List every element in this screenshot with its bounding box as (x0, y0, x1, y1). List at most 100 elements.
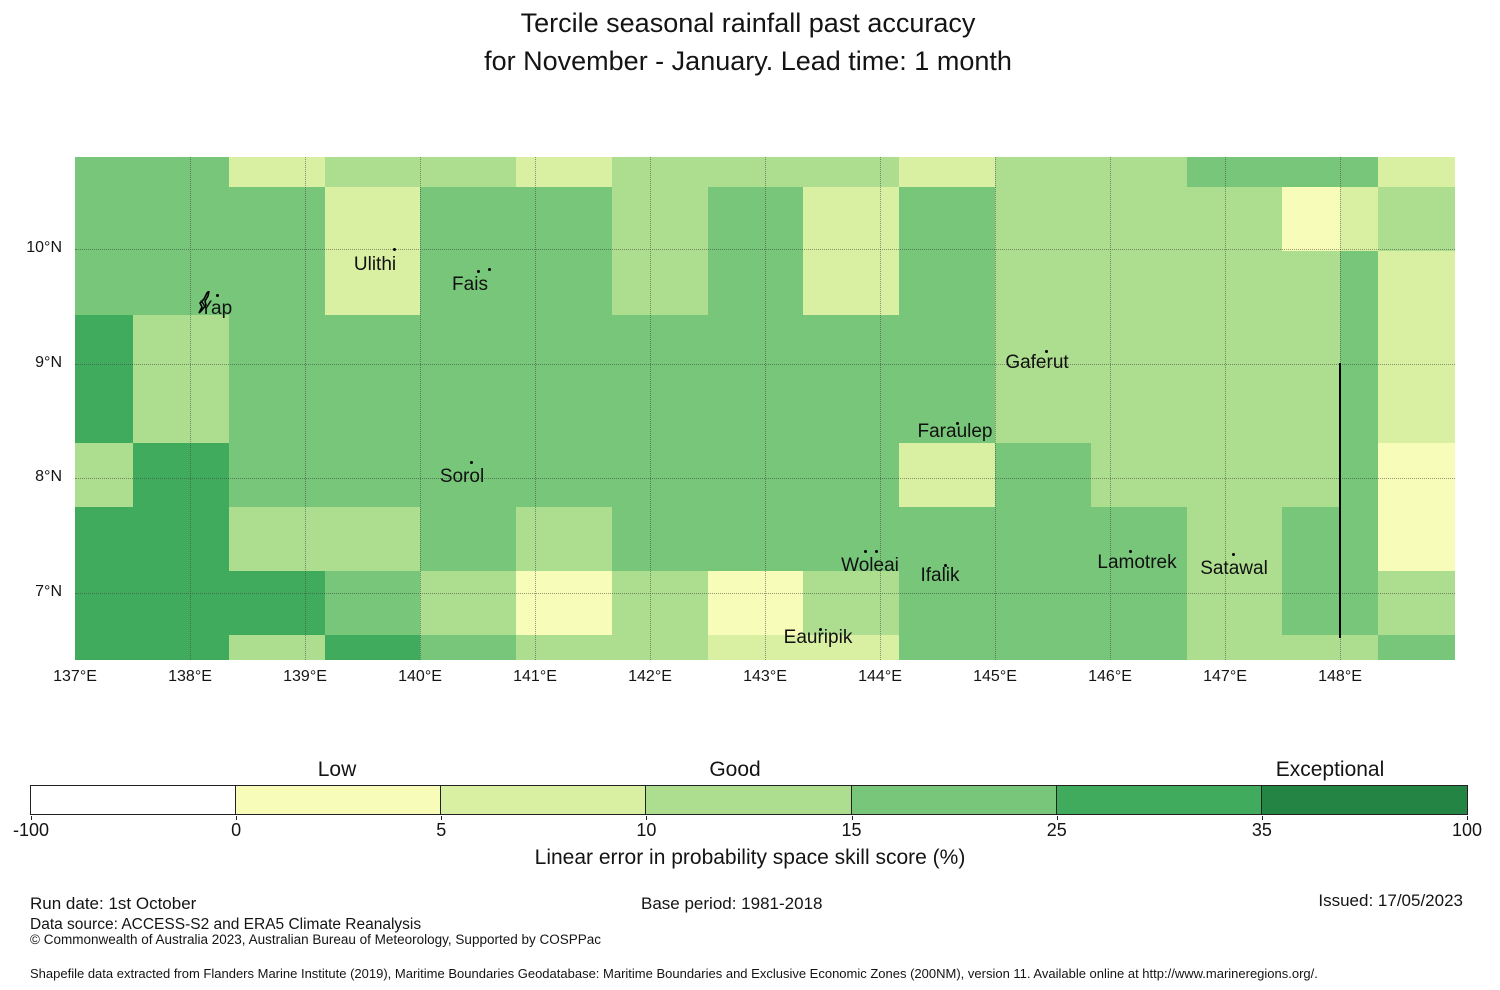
grid-cell (1282, 571, 1340, 635)
gaferut-marker-dot (1045, 350, 1048, 353)
grid-cell (708, 157, 803, 187)
grid-cell (612, 315, 708, 379)
grid-cell (803, 157, 899, 187)
grid-cell (803, 571, 899, 635)
grid-cell (1091, 443, 1187, 507)
yap-label: Yap (199, 298, 233, 319)
grid-cell (325, 571, 420, 635)
faraulep-label: Faraulep (917, 421, 993, 442)
grid-cell (420, 315, 516, 379)
issued-date-text: Issued: 17/05/2023 (1318, 891, 1463, 910)
gaferut-label: Gaferut (1005, 352, 1069, 373)
colorbar-tick-label: 10 (636, 820, 657, 840)
ifalik-label: Ifalik (920, 565, 960, 586)
fais-marker-dot (488, 268, 491, 271)
lat-tick-label: 10°N (26, 239, 62, 256)
grid-cell (516, 315, 612, 379)
lon-tick-label: 139°E (283, 668, 327, 685)
grid-cell (708, 635, 803, 660)
lon-tick-label: 148°E (1318, 668, 1362, 685)
grid-cell (1282, 315, 1340, 379)
meridian-gridline (650, 157, 651, 660)
grid-cell (1091, 187, 1187, 251)
grid-cell (133, 157, 229, 187)
grid-cell (1091, 571, 1187, 635)
grid-cell (803, 251, 899, 315)
grid-cell (803, 187, 899, 251)
grid-cell (1282, 251, 1340, 315)
grid-cell (1282, 157, 1340, 187)
meridian-gridline (880, 157, 881, 660)
grid-cell (325, 251, 420, 315)
grid-cell (229, 157, 325, 187)
grid-cell (1282, 443, 1340, 507)
grid-cell (75, 157, 133, 187)
grid-cell (516, 187, 612, 251)
grid-cell (995, 315, 1091, 379)
grid-cell (133, 635, 229, 660)
grid-cell (1282, 635, 1340, 660)
yap-marker-dot (216, 294, 219, 297)
grid-cell (1091, 157, 1187, 187)
grid-cell (420, 507, 516, 571)
grid-cell (1187, 443, 1282, 507)
grid-cell (1187, 251, 1282, 315)
grid-cell (133, 379, 229, 443)
meridian-gridline (305, 157, 306, 660)
colorbar (30, 785, 1468, 815)
colorbar-segment (646, 786, 852, 814)
grid-cell (325, 443, 420, 507)
ifalik-marker-dot (944, 564, 947, 567)
lon-tick-label: 138°E (168, 668, 212, 685)
grid-cell (325, 635, 420, 660)
meridian-gridline (1225, 157, 1226, 660)
grid-cell (1282, 379, 1340, 443)
grid-cell (75, 571, 133, 635)
lon-tick-label: 143°E (743, 668, 787, 685)
grid-cell (899, 571, 995, 635)
yap-island-outline (198, 291, 210, 314)
grid-cell (1091, 379, 1187, 443)
lon-tick-label: 137°E (53, 668, 97, 685)
grid-cell (1340, 571, 1378, 635)
grid-cell (612, 157, 708, 187)
lon-tick-label: 142°E (628, 668, 672, 685)
grid-cell (1091, 507, 1187, 571)
meridian-gridline (1110, 157, 1111, 660)
grid-cell (995, 187, 1091, 251)
grid-cell (899, 157, 995, 187)
grid-cell (420, 571, 516, 635)
grid-cell (75, 187, 133, 251)
grid-cell (1282, 507, 1340, 571)
meridian-gridline (420, 157, 421, 660)
grid-cell (803, 315, 899, 379)
grid-cell (1378, 315, 1455, 379)
grid-cell (75, 251, 133, 315)
grid-cell (1378, 379, 1455, 443)
grid-cell (229, 571, 325, 635)
copyright-text: © Commonwealth of Australia 2023, Austra… (30, 932, 602, 947)
grid-cell (995, 507, 1091, 571)
meridian-gridline (765, 157, 766, 660)
grid-cell (133, 571, 229, 635)
grid-cell (899, 187, 995, 251)
grid-cell (75, 635, 133, 660)
colorbar-tick-label: 0 (231, 820, 242, 840)
lon-tick-label: 147°E (1203, 668, 1247, 685)
grid-cell (516, 251, 612, 315)
grid-cell (1187, 187, 1282, 251)
grid-cell (1378, 571, 1455, 635)
grid-cell (1187, 507, 1282, 571)
grid-cell (1187, 571, 1282, 635)
grid-cell (229, 187, 325, 251)
grid-cell (420, 635, 516, 660)
grid-cell (325, 157, 420, 187)
grid-cell (133, 443, 229, 507)
grid-cell (516, 635, 612, 660)
shapefile-note-text: Shapefile data extracted from Flanders M… (30, 966, 1318, 981)
colorbar-tick (646, 816, 648, 820)
lat-tick-label: 9°N (35, 354, 62, 371)
grid-cell (1091, 635, 1187, 660)
grid-cell (612, 571, 708, 635)
